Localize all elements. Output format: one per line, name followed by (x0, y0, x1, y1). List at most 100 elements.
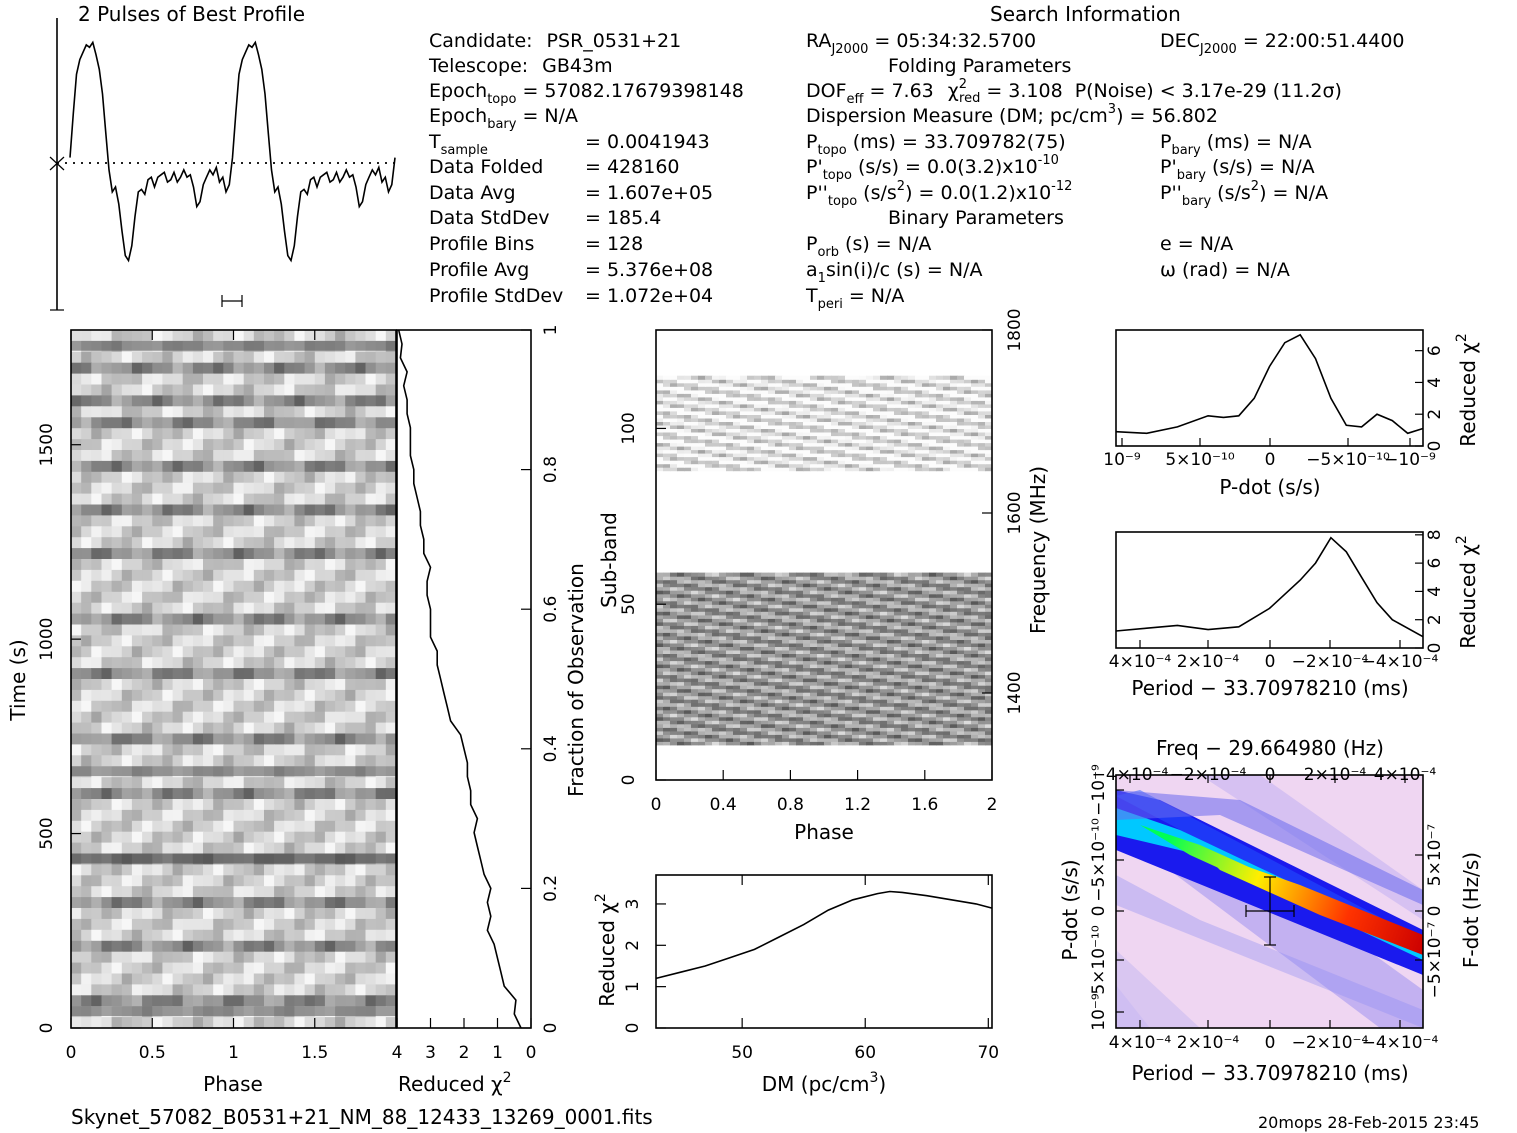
svg-text:Tsample: Tsample (428, 131, 488, 158)
info-mid: RAJ2000 = 05:34:32.5700 Folding Parameter… (805, 30, 1342, 312)
chi-fraction-curve (397, 329, 522, 1029)
svg-text:Profile Bins: Profile Bins (429, 233, 534, 255)
svg-text:Porb(s) = N/A: Porb (s) = N/A (806, 233, 931, 260)
pdot-period-map: 4×10⁻⁴ 2×10⁻⁴ 0 −2×10⁻⁴−4×10⁻⁴−4×10⁻⁴ −2×10⁻… (1058, 736, 1483, 1085)
pp-period-tick: 4×10⁻⁴ (1109, 1033, 1172, 1053)
svg-text:Dispersion Measure (DM; pc/cm3: Dispersion Measure (DM; pc/cm3) = 56.802 (806, 102, 1218, 127)
pdot-chi-ylabel: Reduced χ2 (1454, 333, 1480, 447)
dm-axis-label: DM (pc/cm3) (762, 1070, 886, 1096)
pp-pdot-label: P-dot (s/s) (1058, 859, 1082, 960)
time-tick-label: 0 (37, 1023, 57, 1034)
subband-tick: 0 (619, 775, 639, 786)
footer-stamp: 20mops 28-Feb-2015 23:45 (1258, 1113, 1479, 1132)
pdot-chi-tick: 4 (1425, 377, 1445, 388)
svg-text:Candidate:PSR_0531+21: Candidate: PSR_0531+21 (429, 30, 681, 52)
fraction-tick-label: 0.4 (541, 735, 561, 762)
subband-tick: 100 (619, 412, 639, 444)
dm-chi-curve (655, 890, 993, 980)
chi-tick-label: 2 (459, 1043, 470, 1063)
dm-chi-ylabel: Reduced χ2 (593, 893, 619, 1007)
subband-axis-label: Sub-band (597, 512, 621, 608)
pp-period-top-tick: 0 (1265, 765, 1276, 785)
freq-title: Freq − 29.664980 (Hz) (1156, 736, 1384, 760)
info-right: DECJ2000 = 22:00:51.4400 Pbary (ms) = N/A … (1160, 30, 1405, 281)
svg-text:= 1.072e+04: = 1.072e+04 (585, 285, 713, 307)
pdot-chi-curve (1115, 333, 1424, 435)
period-tick: −4×10⁻⁴ (1362, 652, 1439, 672)
time-axis-label: Time (s) (6, 639, 30, 721)
pdot-tick: −10⁻⁹ (1384, 450, 1436, 470)
sb-phase-tick: 2 (987, 795, 998, 815)
period-chi-tick: 8 (1425, 529, 1445, 540)
period-chi-curve (1115, 536, 1424, 638)
sb-phase-tick: 0.8 (777, 795, 804, 815)
pp-pdot-tick: 0 (1089, 906, 1109, 917)
svg-text:Tperi= N/A: Tperi = N/A (805, 285, 904, 312)
svg-text:= 5.376e+08: = 5.376e+08 (585, 259, 713, 281)
period-chi-ylabel: Reduced χ2 (1454, 535, 1480, 649)
svg-text:Folding Parameters: Folding Parameters (888, 55, 1071, 77)
chi-fraction-plot: 4 3 2 1 00 0.2 0.4 0.6 0.8 1 Reduced χ2 Fraction … (392, 325, 588, 1096)
pdot-chi-tick: 2 (1425, 409, 1445, 420)
sb-phase-tick: 0 (651, 795, 662, 815)
chi-tick-label: 1 (492, 1043, 503, 1063)
svg-text:Profile StdDev: Profile StdDev (429, 285, 563, 307)
subband-phase-label: Phase (794, 820, 854, 844)
phase-tick-label: 0 (66, 1043, 77, 1063)
pp-pdot-tick: −5×10⁻¹⁰ (1089, 818, 1109, 902)
pp-period-tick: −2×10⁻⁴ (1292, 1033, 1369, 1053)
dm-chi-plot: 50 60 70 0 1 2 3 DM (pc/cm3) Reduced χ2 (593, 874, 999, 1096)
pp-period-top-tick: −2×10⁻⁴ (1170, 765, 1247, 785)
period-tick: 2×10⁻⁴ (1177, 652, 1240, 672)
pp-pdot-tick: 10⁻⁹ (1089, 993, 1109, 1031)
pp-fdot-tick: 0 (1425, 906, 1445, 917)
pp-period-top-tick: −4×10⁻⁴ (1092, 765, 1169, 785)
svg-text:= 1.607e+05: = 1.607e+05 (585, 182, 713, 204)
frequency-tick: 1800 (1005, 308, 1025, 351)
period-tick: 0 (1265, 652, 1276, 672)
chi-tick-label: 0 (526, 1043, 537, 1063)
svg-text:P''topo(s/s2) = 0.0(1.2)x10-12: P''topo (s/s2) = 0.0(1.2)x10-12 (806, 179, 1072, 209)
time-tick-label: 500 (37, 817, 57, 849)
svg-text:P'topo(s/s) = 0.0(3.2)x10-10: P'topo (s/s) = 0.0(3.2)x10-10 (806, 153, 1059, 183)
footer-filename: Skynet_57082_B0531+21_NM_88_12433_13269_… (71, 1105, 653, 1129)
svg-text:P'bary(s/s) = N/A: P'bary (s/s) = N/A (1160, 156, 1315, 183)
dm-chi-tick: 3 (623, 899, 643, 910)
svg-text:Pbary(ms) = N/A: Pbary (ms) = N/A (1160, 131, 1312, 158)
fraction-tick-label: 0 (541, 1023, 561, 1034)
svg-text:P''bary(s/s2) = N/A: P''bary (s/s2) = N/A (1160, 179, 1328, 209)
sb-phase-tick: 1.6 (911, 795, 938, 815)
pp-period-tick: −4×10⁻⁴ (1362, 1033, 1439, 1053)
phase-tick-label: 1 (228, 1043, 239, 1063)
pp-period-top-tick: 4×10⁻⁴ (1374, 765, 1437, 785)
svg-text:Epochtopo= 57082.17679398148: Epochtopo = 57082.17679398148 (429, 80, 744, 107)
period-chi-tick: 2 (1425, 614, 1445, 625)
frequency-axis-label: Frequency (MHz) (1026, 466, 1050, 634)
dm-chi-tick: 0 (623, 1023, 643, 1034)
svg-text:ω (rad) = N/A: ω (rad) = N/A (1160, 259, 1290, 281)
svg-text:Telescope:GB43m: Telescope: GB43m (428, 55, 613, 77)
pdot-axis-label: P-dot (s/s) (1219, 475, 1320, 499)
svg-text:Data Avg: Data Avg (429, 182, 516, 204)
pdot-tick: 5×10⁻¹⁰ (1165, 450, 1234, 470)
svg-text:Data StdDev: Data StdDev (429, 207, 550, 229)
svg-text:= 128: = 128 (585, 233, 643, 255)
chi-axis-label: Reduced χ2 (398, 1070, 512, 1096)
period-chi-tick: 4 (1425, 586, 1445, 597)
fraction-tick-label: 0.6 (541, 596, 561, 623)
profile-plot (49, 18, 396, 311)
dm-tick: 70 (977, 1043, 999, 1063)
svg-text:Data Folded: Data Folded (429, 156, 543, 178)
sb-phase-tick: 0.4 (710, 795, 737, 815)
svg-text:= 185.4: = 185.4 (585, 207, 661, 229)
pp-period-label: Period − 33.70978210 (ms) (1131, 1061, 1408, 1085)
fraction-axis-label: Fraction of Observation (564, 563, 588, 797)
pp-period-top-tick: 2×10⁻⁴ (1304, 765, 1367, 785)
svg-text:Profile Avg: Profile Avg (429, 259, 529, 281)
svg-text:= 0.0041943: = 0.0041943 (585, 131, 710, 153)
search-info-title: Search Information (990, 2, 1181, 26)
svg-text:e = N/A: e = N/A (1160, 233, 1233, 255)
frequency-tick: 1400 (1005, 671, 1025, 714)
pp-pdot-tick: −10⁻⁹ (1089, 764, 1109, 816)
